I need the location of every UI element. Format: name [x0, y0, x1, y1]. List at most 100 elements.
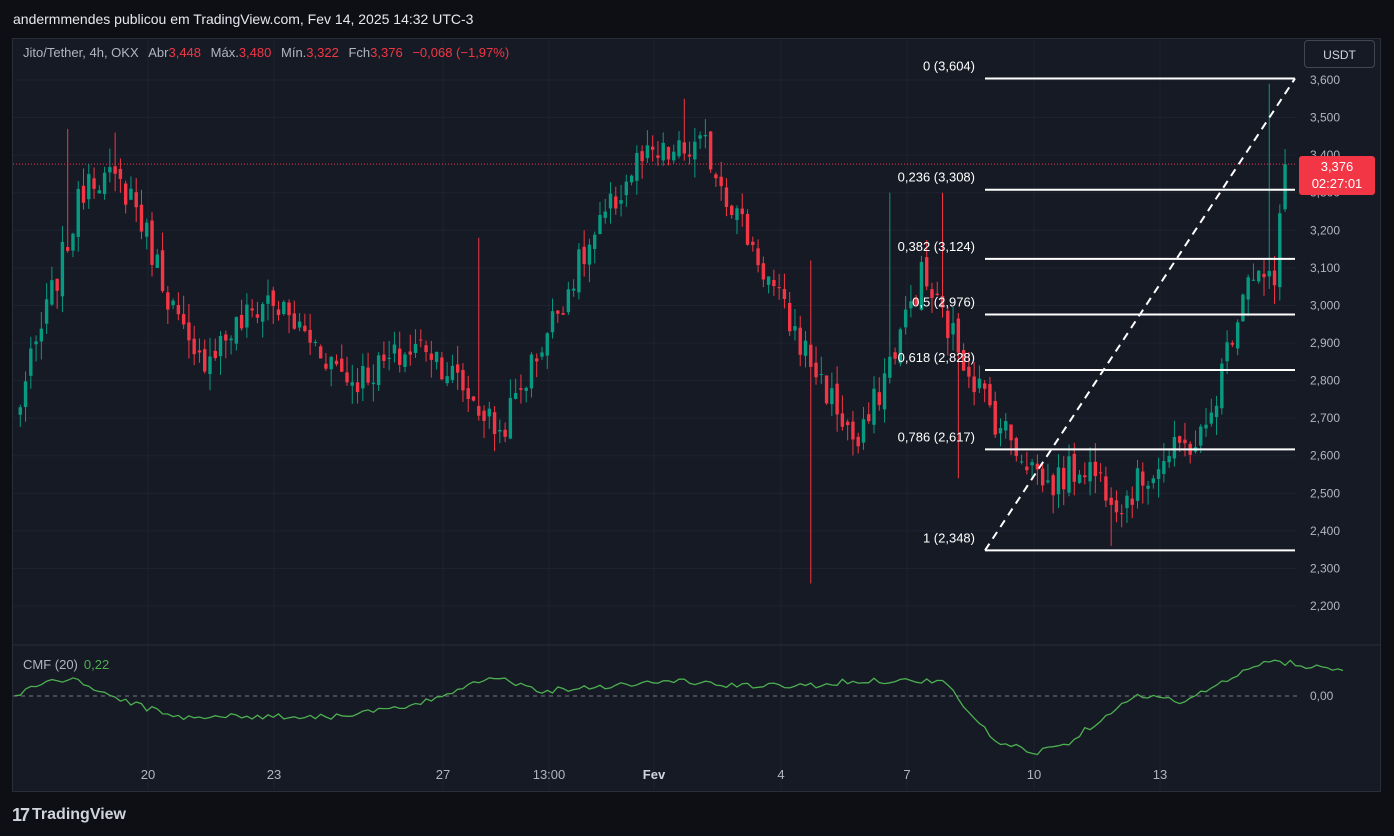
candle-body [693, 141, 697, 160]
fib-trend-line [984, 77, 1296, 551]
candle-body [60, 241, 65, 297]
candle-body [513, 393, 518, 399]
candle-body [29, 348, 33, 376]
time-tick-label: Fev [643, 767, 666, 782]
fibonacci-retracement: 0 (3,604) 0,236 (3,308) 0,382 (3,124) 0,5 (… [898, 58, 1296, 552]
candle-body [798, 327, 802, 355]
candle-body [466, 388, 470, 400]
candle-body [413, 343, 418, 353]
candle-body [1035, 463, 1040, 470]
candle-body [745, 213, 750, 245]
candle-body [318, 346, 323, 359]
candle-body [1146, 485, 1150, 489]
candle-body [403, 354, 407, 367]
cmf-legend: CMF (20) 0,22 [23, 657, 109, 672]
candle-body [1183, 439, 1187, 444]
candle-body [429, 353, 434, 360]
time-tick-label: 4 [777, 767, 784, 782]
time-tick-label: 7 [903, 767, 910, 782]
candle-body [1214, 405, 1219, 418]
candle-body [840, 413, 845, 427]
candle-body [1177, 436, 1182, 443]
candle-body [44, 299, 49, 324]
candle-body [566, 289, 571, 313]
candle-body [593, 234, 597, 249]
candle-body [139, 204, 144, 232]
candle-body [1246, 277, 1250, 300]
candle-body [245, 304, 249, 328]
candles [18, 83, 1287, 584]
bar-countdown: 02:27:01 [1311, 176, 1363, 191]
price-tick-label: 3,000 [1310, 298, 1340, 312]
candle-body [872, 388, 876, 425]
candle-body [956, 318, 961, 353]
candle-body [1130, 498, 1134, 505]
candle-body [967, 366, 971, 377]
last-price-tag: 3,376 02:27:01 [1299, 156, 1375, 195]
price-tick-label: 3,100 [1310, 261, 1340, 275]
candle-body [398, 348, 402, 365]
candle-body [861, 419, 866, 443]
candle-body [255, 314, 260, 318]
candle-body [471, 396, 476, 401]
candle-body [1056, 467, 1061, 495]
price-tick-label: 3,200 [1310, 223, 1340, 237]
candle-body [1167, 456, 1171, 463]
candle-body [1135, 468, 1140, 501]
price-tick-label: 2,800 [1310, 374, 1340, 388]
candle-body [556, 310, 560, 314]
candle-body [1025, 466, 1029, 471]
candle-body [824, 375, 829, 404]
time-tick-label: 27 [436, 767, 450, 782]
candle-body [1004, 421, 1008, 431]
cmf-tick-label: 0,00 [1310, 689, 1334, 703]
candle-body [340, 358, 344, 372]
candle-body [619, 200, 623, 204]
candle-body [118, 168, 123, 179]
fib-level-label: 0,236 (3,308) [898, 170, 975, 185]
candle-body [666, 147, 671, 160]
candle-body [287, 302, 291, 316]
candle-body [1241, 294, 1245, 322]
candle-body [87, 174, 91, 200]
candle-body [524, 387, 528, 391]
candle-body [498, 429, 502, 432]
candle-body [819, 374, 824, 376]
candle-body [455, 364, 460, 373]
time-tick-label: 20 [141, 767, 155, 782]
candle-body [50, 280, 54, 305]
candle-body [1235, 322, 1240, 349]
candle-body [877, 392, 881, 405]
candle-body [176, 305, 181, 315]
candle-body [1019, 461, 1024, 463]
candle-body [92, 178, 96, 189]
candle-body [740, 208, 744, 215]
candle-body [851, 421, 855, 440]
price-tick-label: 2,200 [1310, 599, 1340, 613]
candle-body [730, 205, 734, 216]
candle-body [830, 388, 834, 405]
candle-body [239, 314, 244, 329]
time-tick-label: 13 [1153, 767, 1167, 782]
candle-body [1220, 363, 1224, 409]
candle-body [719, 176, 723, 187]
open-value: 3,448 [168, 45, 202, 60]
candle-body [482, 410, 486, 421]
price-tick-label: 2,600 [1310, 449, 1340, 463]
candle-body [1109, 497, 1113, 505]
candle-body [603, 211, 607, 218]
candle-body [1204, 424, 1208, 429]
candle-body [250, 308, 254, 311]
candle-body [229, 338, 233, 341]
candle-body [988, 384, 992, 406]
candle-body [1267, 270, 1271, 277]
chart-pane[interactable] [12, 38, 1381, 792]
tradingview-footer[interactable]: 17 TradingView [12, 801, 126, 829]
price-tick-label: 2,300 [1310, 561, 1340, 575]
candle-body [977, 378, 982, 389]
candle-body [123, 183, 128, 205]
currency-button[interactable]: USDT [1304, 40, 1375, 68]
candle-body [371, 382, 376, 385]
candle-body [751, 241, 755, 246]
